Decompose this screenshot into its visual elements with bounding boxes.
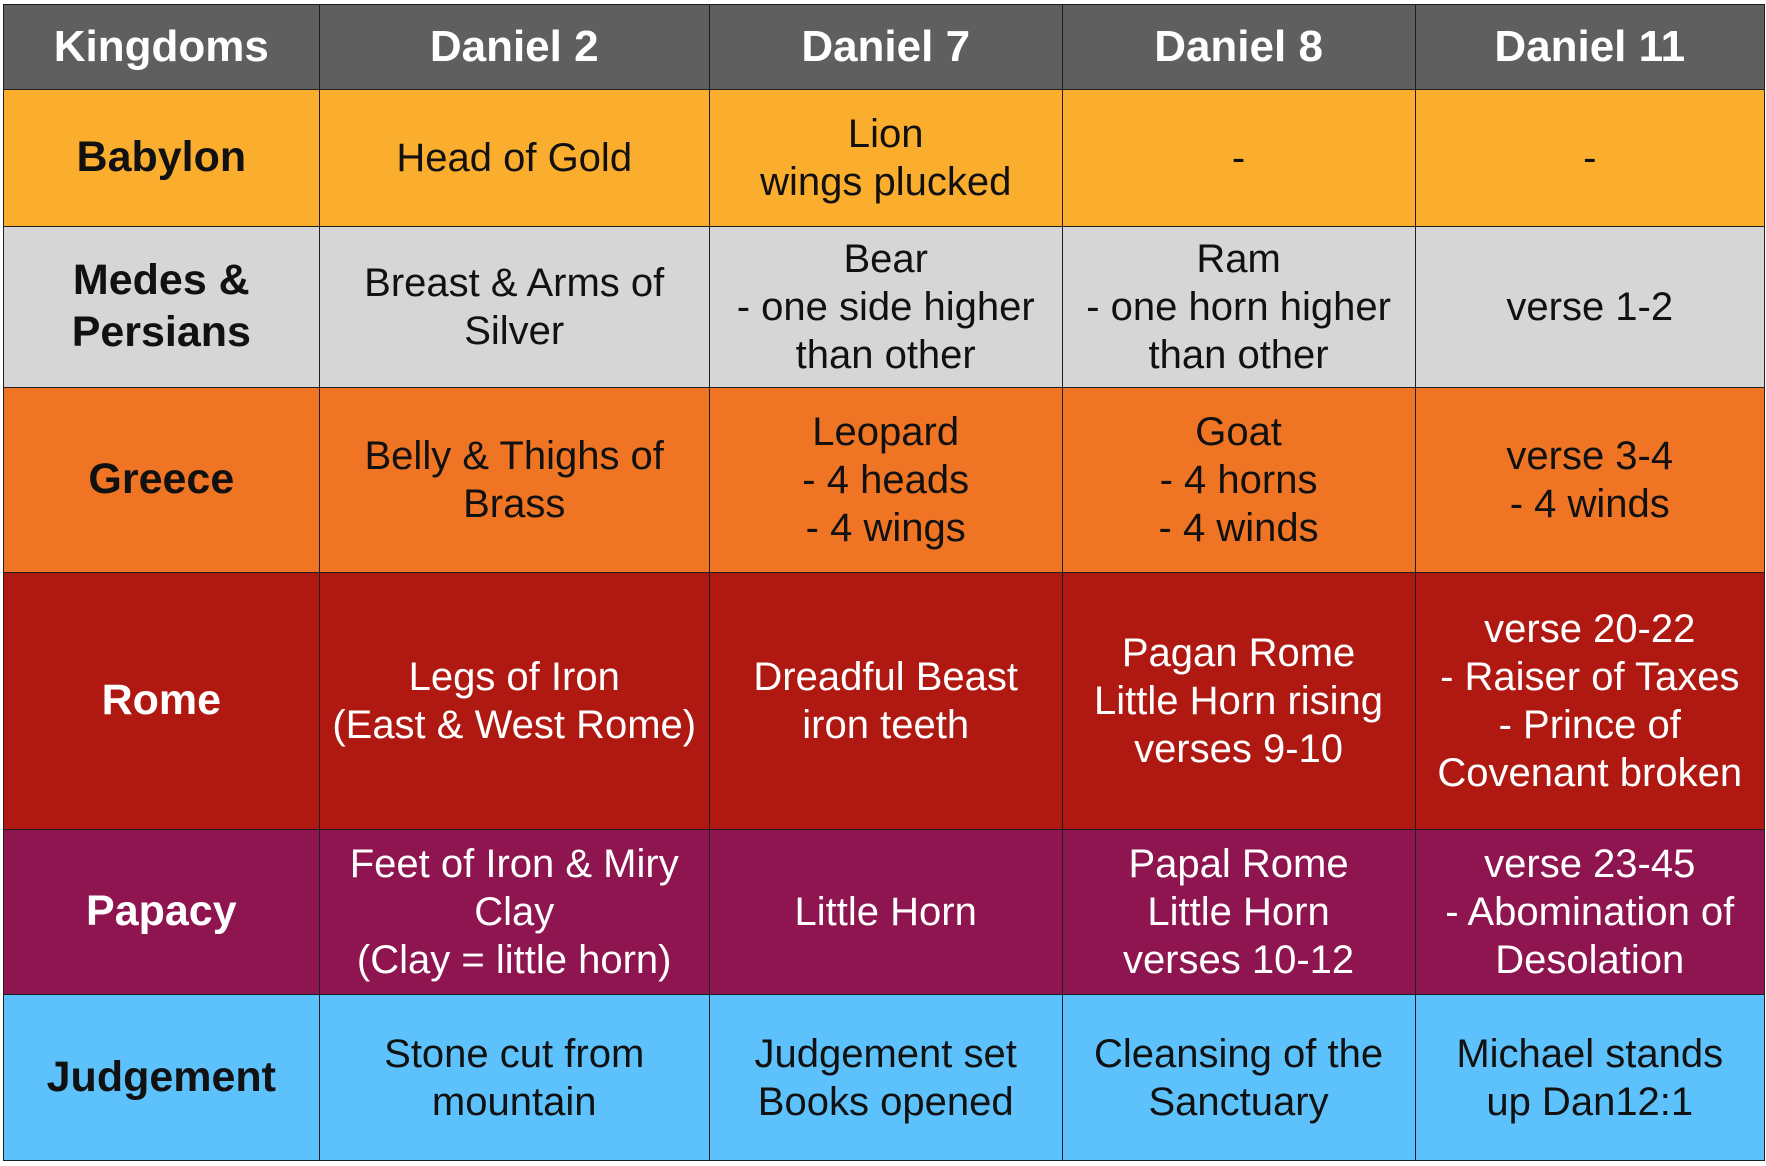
kingdom-cell: Judgement [3, 994, 320, 1161]
header-daniel-2: Daniel 2 [318, 4, 710, 90]
daniel-7-cell: Bear - one side higher than other [708, 226, 1063, 388]
daniel-7-cell: Lion wings plucked [708, 89, 1063, 227]
table-row-judgement: Judgement Stone cut from mountain Judgem… [3, 994, 1765, 1161]
table-row-greece: Greece Belly & Thighs of Brass Leopard -… [3, 387, 1765, 573]
header-daniel-11: Daniel 11 [1414, 4, 1765, 90]
daniel-2-cell: Head of Gold [318, 89, 710, 227]
kingdom-cell: Medes & Persians [3, 226, 320, 388]
daniel-8-cell: Cleansing of the Sanctuary [1061, 994, 1416, 1161]
daniel-8-cell: Pagan Rome Little Horn rising verses 9-1… [1061, 572, 1416, 830]
daniel-11-cell: verse 20-22 - Raiser of Taxes - Prince o… [1414, 572, 1765, 830]
daniel-11-cell: verse 3-4 - 4 winds [1414, 387, 1765, 573]
kingdom-cell: Babylon [3, 89, 320, 227]
daniel-2-cell: Belly & Thighs of Brass [318, 387, 710, 573]
table-row-babylon: Babylon Head of Gold Lion wings plucked … [3, 89, 1765, 227]
table-row-rome: Rome Legs of Iron (East & West Rome) Dre… [3, 572, 1765, 830]
daniel-7-cell: Judgement set Books opened [708, 994, 1063, 1161]
header-row: Kingdoms Daniel 2 Daniel 7 Daniel 8 Dani… [3, 4, 1765, 90]
daniel-8-cell: Goat - 4 horns - 4 winds [1061, 387, 1416, 573]
daniel-11-cell: - [1414, 89, 1765, 227]
daniel-11-cell: verse 23-45 - Abomination of Desolation [1414, 829, 1765, 995]
daniel-7-cell: Dreadful Beast iron teeth [708, 572, 1063, 830]
daniel-8-cell: - [1061, 89, 1416, 227]
daniel-8-cell: Papal Rome Little Horn verses 10-12 [1061, 829, 1416, 995]
daniel-11-cell: Michael stands up Dan12:1 [1414, 994, 1765, 1161]
daniel-2-cell: Stone cut from mountain [318, 994, 710, 1161]
daniel-8-cell: Ram - one horn higher than other [1061, 226, 1416, 388]
header-kingdoms: Kingdoms [3, 4, 320, 90]
kingdoms-comparison-table-wrap: Kingdoms Daniel 2 Daniel 7 Daniel 8 Dani… [3, 4, 1765, 1161]
header-daniel-7: Daniel 7 [708, 4, 1063, 90]
daniel-2-cell: Legs of Iron (East & West Rome) [318, 572, 710, 830]
kingdom-cell: Papacy [3, 829, 320, 995]
kingdom-cell: Rome [3, 572, 320, 830]
kingdom-cell: Greece [3, 387, 320, 573]
kingdoms-comparison-table: Kingdoms Daniel 2 Daniel 7 Daniel 8 Dani… [3, 4, 1765, 1161]
daniel-11-cell: verse 1-2 [1414, 226, 1765, 388]
header-daniel-8: Daniel 8 [1061, 4, 1416, 90]
daniel-7-cell: Leopard - 4 heads - 4 wings [708, 387, 1063, 573]
table-row-medes-persians: Medes & Persians Breast & Arms of Silver… [3, 226, 1765, 388]
daniel-2-cell: Breast & Arms of Silver [318, 226, 710, 388]
daniel-2-cell: Feet of Iron & Miry Clay (Clay = little … [318, 829, 710, 995]
daniel-7-cell: Little Horn [708, 829, 1063, 995]
table-row-papacy: Papacy Feet of Iron & Miry Clay (Clay = … [3, 829, 1765, 995]
